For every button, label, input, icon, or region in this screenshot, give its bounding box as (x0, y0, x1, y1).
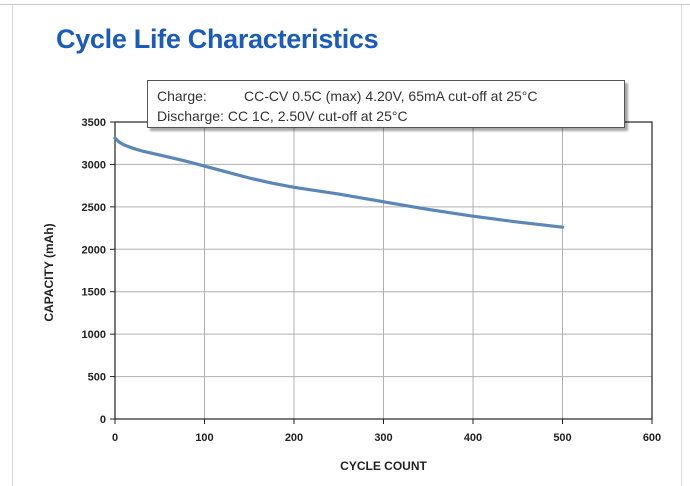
x-tick-label: 600 (643, 432, 661, 444)
y-tick-label: 1000 (82, 329, 106, 341)
axis-ticks: 0 500 1000 1500 2000 2500 3000 3500 0 100 200 300 40… (82, 117, 662, 444)
y-axis-label: CAPACITY (mAh) (42, 223, 56, 321)
x-tick-label: 0 (112, 432, 118, 444)
y-tick-label: 3500 (82, 117, 106, 129)
charge-text: CC-CV 0.5C (max) 4.20V, 65mA cut-off at … (244, 88, 538, 104)
x-tick-label: 200 (285, 432, 303, 444)
y-tick-label: 3000 (82, 159, 106, 171)
test-conditions-box: Charge: CC-CV 0.5C (max) 4.20V, 65mA cut… (147, 80, 625, 128)
discharge-label: Discharge: (157, 108, 224, 124)
y-tick-label: 2500 (82, 202, 106, 214)
x-tick-label: 300 (374, 432, 392, 444)
x-tick-label: 100 (195, 432, 213, 444)
right-rule (681, 5, 682, 486)
x-tick-label: 500 (553, 432, 571, 444)
left-rule (12, 5, 13, 486)
page-title: Cycle Life Characteristics (56, 24, 379, 54)
x-axis-label: CYCLE COUNT (340, 459, 427, 473)
discharge-text: CC 1C, 2.50V cut-off at 25°C (227, 108, 408, 124)
x-tick-label: 400 (464, 432, 482, 444)
top-rule (0, 4, 690, 5)
chart-grid (115, 122, 652, 419)
y-tick-label: 1500 (82, 287, 106, 299)
capacity-series-line (113, 136, 565, 229)
charge-condition-row: Charge: CC-CV 0.5C (max) 4.20V, 65mA cut… (157, 86, 624, 106)
charge-label: Charge: (157, 88, 207, 104)
y-tick-label: 0 (100, 414, 106, 426)
discharge-condition-row: Discharge: CC 1C, 2.50V cut-off at 25°C (157, 106, 624, 126)
y-tick-label: 2000 (82, 244, 106, 256)
y-tick-label: 500 (88, 372, 106, 384)
